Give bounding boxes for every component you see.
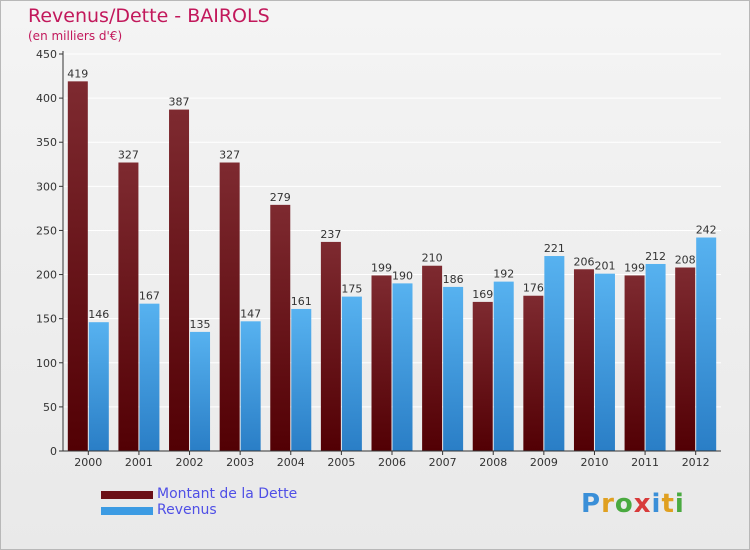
data-label-debt: 199 [624, 261, 645, 274]
bar-debt [472, 301, 493, 451]
data-label-revenus: 190 [392, 269, 413, 282]
data-label-debt: 206 [573, 255, 594, 268]
bar-revenus [645, 263, 666, 451]
logo-letter: P [581, 489, 602, 519]
data-label-revenus: 186 [443, 273, 464, 286]
x-tick-label: 2010 [580, 456, 608, 469]
legend-swatch-debt [101, 491, 153, 499]
data-label-revenus: 167 [139, 290, 160, 303]
data-label-revenus: 221 [544, 242, 565, 255]
data-label-revenus: 146 [88, 308, 109, 321]
x-tick-label: 2008 [479, 456, 507, 469]
data-label-revenus: 135 [190, 318, 211, 331]
legend-label-revenus: Revenus [157, 502, 217, 518]
legend-label-debt: Montant de la Dette [157, 486, 298, 502]
bar-revenus [696, 237, 717, 451]
data-label-revenus: 212 [645, 250, 666, 263]
data-label-debt: 419 [67, 67, 88, 80]
bar-debt [371, 275, 392, 451]
bar-revenus [594, 273, 615, 451]
y-tick-label: 400 [36, 92, 57, 105]
bar-revenus [88, 322, 109, 451]
legend-swatch-revenus [101, 507, 153, 515]
bar-debt [219, 162, 240, 451]
data-label-revenus: 201 [594, 260, 615, 273]
x-tick-label: 2011 [631, 456, 659, 469]
bar-revenus [139, 303, 160, 451]
y-tick-label: 100 [36, 357, 57, 370]
x-tick-label: 2004 [277, 456, 305, 469]
bar-debt [320, 241, 341, 451]
bar-revenus [544, 256, 565, 451]
x-tick-label: 2002 [176, 456, 204, 469]
bar-debt [169, 109, 190, 451]
y-tick-label: 350 [36, 136, 57, 149]
bar-debt [573, 269, 594, 451]
data-label-revenus: 161 [291, 295, 312, 308]
data-label-debt: 176 [523, 282, 544, 295]
logo-letter: r [601, 489, 615, 519]
bar-debt [675, 267, 696, 451]
data-label-debt: 387 [169, 96, 190, 109]
bar-revenus [240, 321, 261, 451]
data-label-debt: 237 [320, 228, 341, 241]
bar-revenus [493, 281, 514, 451]
bar-revenus [291, 308, 312, 451]
logo-letter: o [614, 489, 634, 519]
bar-revenus [190, 331, 211, 451]
chart-subtitle: (en milliers d'€) [28, 29, 123, 43]
y-tick-label: 0 [50, 445, 57, 458]
x-tick-label: 2007 [429, 456, 457, 469]
x-tick-label: 2009 [530, 456, 558, 469]
bar-debt [523, 295, 544, 451]
logo-letter: i [674, 489, 685, 519]
y-tick-label: 200 [36, 269, 57, 282]
logo-letter: x [633, 489, 652, 519]
bar-debt [624, 275, 645, 451]
bar-debt [270, 204, 291, 451]
x-tick-label: 2001 [125, 456, 153, 469]
data-label-debt: 199 [371, 261, 392, 274]
logo-letter: t [661, 489, 675, 519]
data-label-revenus: 242 [696, 224, 717, 237]
data-label-debt: 279 [270, 191, 291, 204]
bar-debt [422, 265, 443, 451]
y-tick-label: 50 [43, 401, 57, 414]
x-tick-label: 2003 [226, 456, 254, 469]
x-tick-label: 2006 [378, 456, 406, 469]
data-label-debt: 208 [675, 253, 696, 266]
bar-revenus [443, 286, 464, 451]
bar-debt [67, 81, 88, 452]
logo-letter: i [651, 489, 662, 519]
x-tick-label: 2012 [682, 456, 710, 469]
data-label-debt: 210 [422, 252, 443, 265]
bar-revenus [392, 283, 413, 451]
x-tick-label: 2000 [74, 456, 102, 469]
data-label-revenus: 147 [240, 307, 261, 320]
y-tick-label: 150 [36, 313, 57, 326]
data-label-debt: 169 [472, 288, 493, 301]
data-label-debt: 327 [118, 149, 139, 162]
data-label-revenus: 192 [493, 268, 514, 281]
bar-revenus [341, 296, 362, 451]
y-tick-label: 250 [36, 224, 57, 237]
data-label-revenus: 175 [341, 283, 362, 296]
chart-title: Revenus/Dette - BAIROLS [28, 5, 270, 27]
data-label-debt: 327 [219, 149, 240, 162]
proxiti-logo: Proxiti [581, 489, 685, 519]
bar-debt [118, 162, 139, 451]
y-tick-label: 300 [36, 180, 57, 193]
x-tick-label: 2005 [327, 456, 355, 469]
y-tick-label: 450 [36, 48, 57, 61]
